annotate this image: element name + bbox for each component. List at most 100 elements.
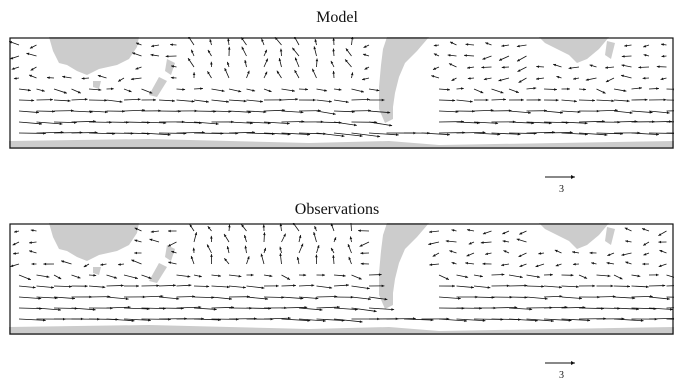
wind-arrow-head xyxy=(524,296,528,299)
wind-arrow-head xyxy=(519,264,523,267)
wind-arrow-head xyxy=(243,286,246,289)
wind-arrow-head xyxy=(452,284,455,288)
wind-arrow xyxy=(508,318,538,322)
wind-arrow-head xyxy=(31,262,35,266)
wind-arrow-head xyxy=(276,70,280,74)
wind-arrow xyxy=(53,99,71,102)
wind-arrow xyxy=(193,307,217,310)
wind-arrow-head xyxy=(485,252,489,256)
wind-vectors xyxy=(9,37,674,138)
wind-arrow-head xyxy=(503,250,507,253)
wind-arrow-head xyxy=(348,256,352,260)
wind-arrow-head xyxy=(188,58,191,62)
wind-arrow xyxy=(578,307,604,309)
wind-arrow-head xyxy=(428,242,432,246)
wind-arrow xyxy=(456,121,480,124)
wind-arrow-head xyxy=(332,112,336,116)
wind-arrow-head xyxy=(269,274,273,278)
wind-arrow xyxy=(106,306,131,309)
wind-arrow xyxy=(526,318,554,322)
wind-arrow xyxy=(141,121,167,124)
wind-arrow-head xyxy=(221,89,225,93)
south-america xyxy=(379,223,429,309)
wind-arrow xyxy=(106,318,135,322)
wind-arrow-head xyxy=(429,230,432,234)
wind-arrow-head xyxy=(264,71,268,75)
wind-arrow-head xyxy=(467,66,470,69)
wind-arrow-head xyxy=(287,316,291,320)
wind-arrow-head xyxy=(134,251,137,255)
wind-arrow-head xyxy=(592,284,596,288)
wind-arrow-head xyxy=(643,242,647,246)
wind-arrow-head xyxy=(252,89,256,92)
wind-arrow-head xyxy=(338,88,342,91)
wind-arrow-head xyxy=(226,100,230,103)
wind-arrow-head xyxy=(69,285,72,288)
scale-label-model: 3 xyxy=(559,184,564,195)
wind-arrow-head xyxy=(13,77,17,80)
wind-arrow-head xyxy=(275,284,279,288)
landmasses xyxy=(9,223,674,335)
wind-arrow xyxy=(561,306,586,309)
wind-arrow-head xyxy=(170,76,174,80)
wind-arrow xyxy=(473,121,499,124)
wind-arrow xyxy=(526,296,548,300)
wind-arrow-head xyxy=(311,284,315,287)
wind-arrow xyxy=(36,131,64,134)
wind-arrow xyxy=(543,306,568,309)
wind-arrow xyxy=(18,110,39,113)
wind-arrow-head xyxy=(226,246,230,250)
wind-arrow-head xyxy=(495,121,499,125)
wind-arrow xyxy=(193,318,221,321)
wind-arrow-head xyxy=(13,252,16,255)
wind-arrow xyxy=(666,307,674,309)
wind-arrow-head xyxy=(501,273,505,276)
wind-arrow-head xyxy=(584,121,588,125)
wind-arrow-head xyxy=(241,46,245,50)
wind-arrow-head xyxy=(432,254,436,257)
wind-arrow xyxy=(246,296,269,300)
wind-arrow-head xyxy=(451,229,455,232)
wind-arrow xyxy=(123,98,141,101)
wind-arrow-head xyxy=(168,261,172,264)
wind-arrow-head xyxy=(655,273,659,277)
wind-arrow-head xyxy=(334,295,338,298)
wind-arrow-head xyxy=(105,110,108,114)
wind-arrow-head xyxy=(482,131,486,134)
wind-arrow xyxy=(561,110,581,113)
wind-arrow-head xyxy=(645,285,649,289)
wind-arrow xyxy=(36,296,58,299)
wind-arrow-head xyxy=(625,240,629,243)
wind-arrow-head xyxy=(490,109,494,112)
wind-arrow xyxy=(228,285,246,289)
wind-arrow-head xyxy=(172,99,175,103)
wind-arrow-head xyxy=(627,285,630,288)
wind-arrow xyxy=(333,121,357,126)
wind-arrow-head xyxy=(307,133,311,136)
wind-arrow-head xyxy=(148,318,151,322)
wind-arrow-head xyxy=(610,284,614,288)
wind-arrow-head xyxy=(491,296,495,299)
wind-arrow-head xyxy=(663,98,667,102)
wind-arrow-head xyxy=(658,264,662,268)
wind-vectors xyxy=(10,223,674,323)
wind-arrow-head xyxy=(528,111,532,114)
wind-arrow xyxy=(298,318,326,322)
wind-arrow-head xyxy=(314,226,317,230)
wind-arrow xyxy=(141,307,166,310)
wind-arrow xyxy=(53,296,76,299)
wind-arrow xyxy=(438,318,468,322)
australia xyxy=(49,37,139,75)
wind-arrow-head xyxy=(192,295,196,298)
wind-arrow-head xyxy=(11,67,15,70)
wind-arrow-head xyxy=(465,261,469,265)
wind-arrow-head xyxy=(228,224,231,228)
wind-arrow-head xyxy=(210,61,213,65)
wind-arrow xyxy=(281,318,311,322)
wind-arrow-head xyxy=(162,307,166,310)
wind-arrow-head xyxy=(102,285,106,289)
wind-arrow-head xyxy=(215,122,219,126)
wind-arrow-head xyxy=(483,77,487,81)
wind-arrow-head xyxy=(207,226,211,230)
wind-arrow-head xyxy=(36,111,39,114)
